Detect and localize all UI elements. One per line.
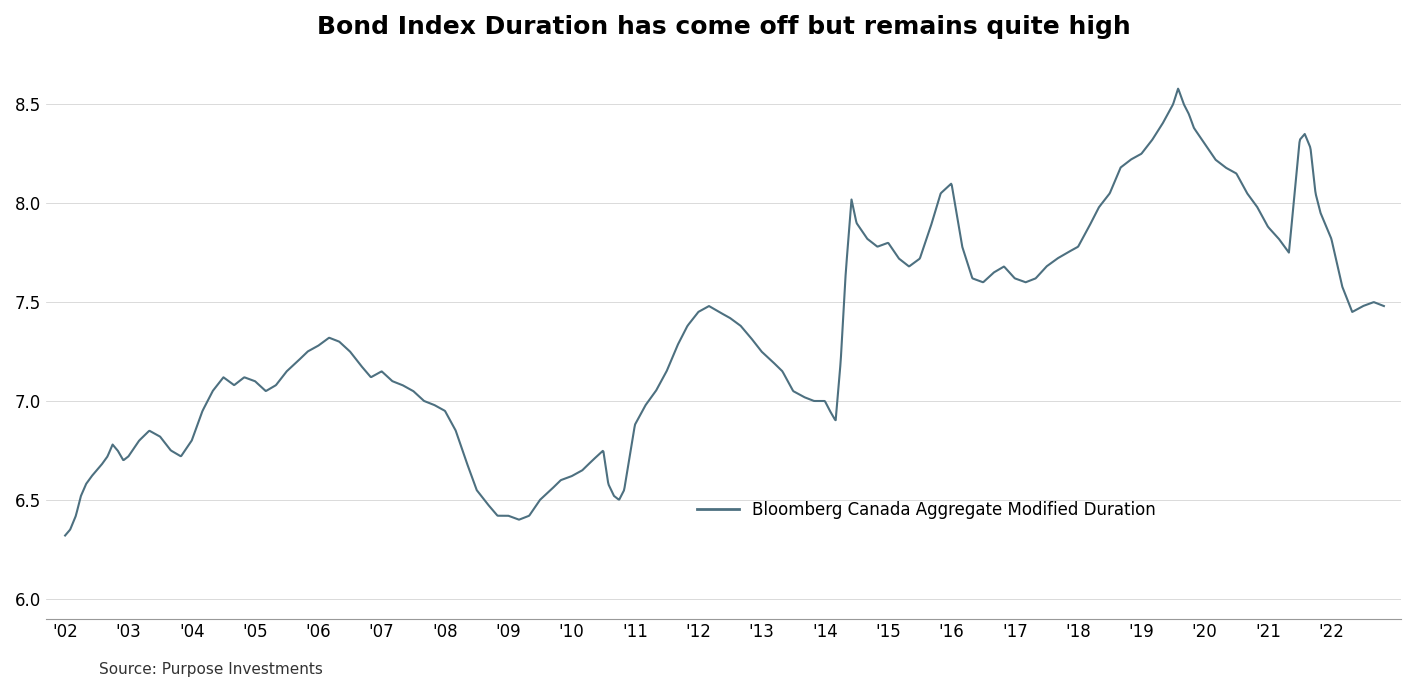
Text: Source: Purpose Investments: Source: Purpose Investments xyxy=(99,662,323,677)
Legend: Bloomberg Canada Aggregate Modified Duration: Bloomberg Canada Aggregate Modified Dura… xyxy=(691,494,1163,526)
Title: Bond Index Duration has come off but remains quite high: Bond Index Duration has come off but rem… xyxy=(317,15,1130,39)
